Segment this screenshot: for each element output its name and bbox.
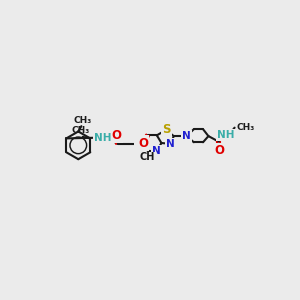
- Text: CH: CH: [140, 152, 155, 162]
- Text: CH₃: CH₃: [237, 123, 255, 132]
- Text: N: N: [136, 139, 144, 149]
- Text: O: O: [112, 129, 122, 142]
- Text: N: N: [136, 139, 144, 149]
- Text: CH₃: CH₃: [73, 116, 91, 124]
- Text: NH: NH: [94, 133, 112, 142]
- Text: S: S: [162, 123, 170, 136]
- Text: CH₃: CH₃: [72, 126, 90, 135]
- Text: NH: NH: [218, 130, 235, 140]
- Text: N: N: [166, 139, 175, 149]
- Text: N: N: [182, 131, 191, 141]
- Text: O: O: [214, 144, 224, 157]
- Text: N: N: [152, 146, 161, 156]
- Text: O: O: [138, 136, 148, 149]
